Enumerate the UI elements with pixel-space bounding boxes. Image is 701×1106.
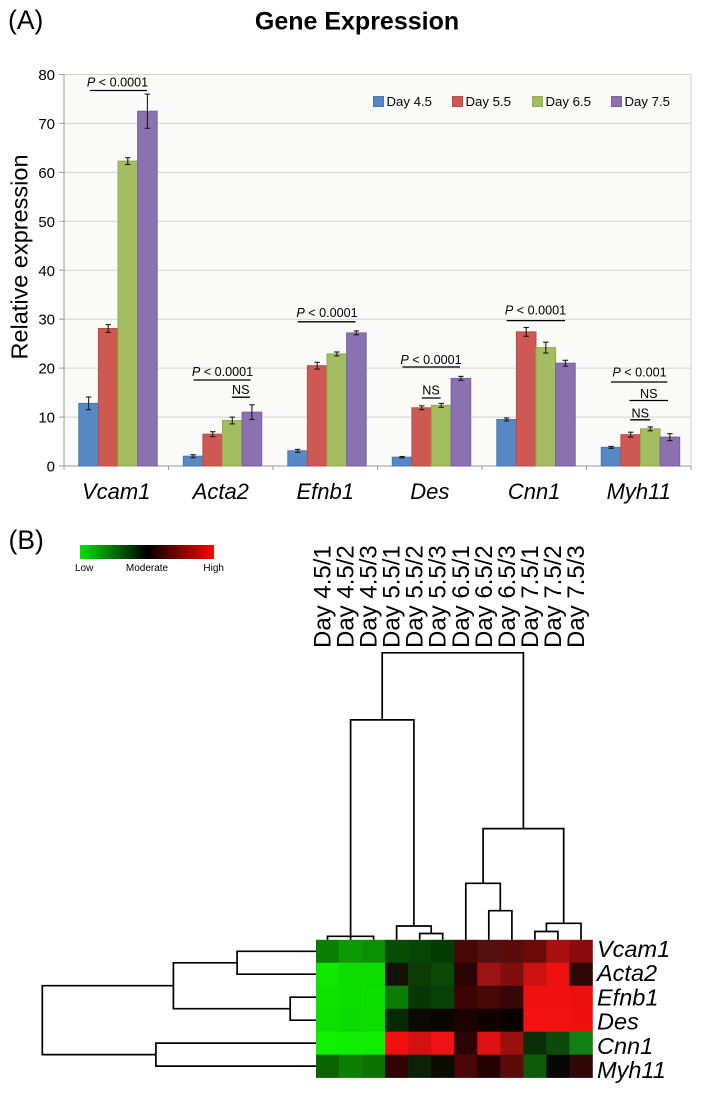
svg-text:P < 0.0001: P < 0.0001 (192, 365, 253, 379)
svg-text:Cnn1: Cnn1 (508, 479, 561, 504)
svg-text:60: 60 (38, 165, 55, 182)
svg-text:Day 6.5/3: Day 6.5/3 (494, 545, 521, 648)
svg-text:P < 0.0001: P < 0.0001 (87, 76, 148, 90)
svg-text:70: 70 (38, 116, 55, 133)
svg-text:NS: NS (422, 384, 440, 398)
svg-text:P < 0.0001: P < 0.0001 (296, 306, 357, 320)
svg-text:Day 4.5/3: Day 4.5/3 (356, 545, 383, 648)
svg-text:Moderate: Moderate (126, 563, 169, 574)
svg-text:Des: Des (597, 1009, 639, 1035)
svg-text:Efnb1: Efnb1 (296, 479, 354, 504)
svg-text:80: 80 (38, 67, 55, 84)
svg-text:Efnb1: Efnb1 (597, 984, 658, 1010)
svg-text:(B): (B) (9, 525, 44, 555)
svg-text:Day 7.5/3: Day 7.5/3 (563, 545, 590, 648)
svg-text:Day 6.5/1: Day 6.5/1 (448, 545, 475, 648)
svg-text:Myh11: Myh11 (607, 479, 671, 504)
svg-text:Day 4.5/1: Day 4.5/1 (310, 545, 337, 648)
svg-text:NS: NS (632, 406, 650, 420)
svg-text:Day 5.5/2: Day 5.5/2 (402, 545, 429, 648)
svg-text:Des: Des (410, 479, 449, 504)
svg-text:Day 7.5/1: Day 7.5/1 (517, 545, 544, 648)
svg-text:30: 30 (38, 312, 55, 329)
svg-text:Myh11: Myh11 (597, 1057, 666, 1083)
svg-text:Vcam1: Vcam1 (597, 936, 670, 962)
svg-text:Relative expression: Relative expression (7, 154, 33, 359)
svg-text:Day 5.5/3: Day 5.5/3 (425, 545, 452, 648)
svg-text:Day 7.5/2: Day 7.5/2 (540, 545, 567, 648)
svg-text:P < 0.0001: P < 0.0001 (505, 304, 566, 318)
svg-text:Cnn1: Cnn1 (597, 1033, 653, 1059)
svg-text:Acta2: Acta2 (595, 960, 657, 986)
svg-text:P < 0.001: P < 0.001 (612, 365, 666, 379)
svg-text:10: 10 (38, 410, 55, 427)
svg-text:High: High (203, 563, 224, 574)
svg-text:Day 6.5/2: Day 6.5/2 (471, 545, 498, 648)
svg-text:NS: NS (232, 383, 250, 397)
svg-text:P < 0.0001: P < 0.0001 (400, 353, 461, 367)
svg-text:0: 0 (47, 459, 55, 476)
svg-text:Day 5.5: Day 5.5 (466, 94, 511, 109)
svg-text:50: 50 (38, 214, 55, 231)
svg-text:Day 5.5/1: Day 5.5/1 (379, 545, 406, 648)
svg-text:Day 4.5: Day 4.5 (387, 94, 432, 109)
svg-text:Low: Low (75, 563, 94, 574)
svg-text:Acta2: Acta2 (191, 479, 249, 504)
svg-text:Day 6.5: Day 6.5 (546, 94, 591, 109)
svg-text:(A): (A) (8, 5, 43, 35)
svg-text:20: 20 (38, 361, 55, 378)
svg-text:NS: NS (640, 387, 658, 401)
svg-text:Gene Expression: Gene Expression (255, 8, 459, 36)
svg-text:40: 40 (38, 263, 55, 280)
svg-text:Vcam1: Vcam1 (82, 479, 150, 504)
svg-text:Day 4.5/2: Day 4.5/2 (333, 545, 360, 648)
svg-text:Day 7.5: Day 7.5 (625, 94, 670, 109)
